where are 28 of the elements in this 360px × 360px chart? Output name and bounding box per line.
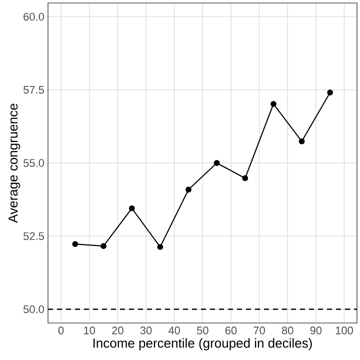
point (327, 90, 334, 96)
x-tick-label: 90 (310, 326, 322, 334)
x-tick-label: 70 (254, 326, 265, 334)
point (242, 175, 248, 182)
x-axis-title: Income percentile (grouped in deciles) (94, 338, 312, 350)
point (72, 241, 78, 247)
x-tick-label: 40 (168, 326, 180, 334)
x-tick-label: 50 (196, 326, 208, 334)
x-tick-label: 30 (140, 326, 152, 334)
point (186, 186, 192, 193)
point (100, 243, 106, 250)
y-tick-label: 60.0 (24, 12, 44, 21)
x-tick-label: 60 (225, 326, 237, 334)
x-tick-label: 100 (336, 326, 353, 334)
x-tick-label: 10 (84, 326, 96, 334)
point (214, 160, 220, 166)
point (128, 205, 135, 212)
point (270, 100, 276, 107)
y-axis-title: Average congruence (8, 104, 20, 223)
y-tick-label: 50.0 (23, 305, 44, 314)
point (298, 138, 305, 144)
point (157, 244, 164, 250)
x-tick-label: 80 (282, 326, 294, 334)
x-tick-label: 0 (58, 326, 64, 334)
x-tick-label: 20 (112, 326, 124, 334)
y-tick-label: 57.5 (23, 86, 44, 94)
y-tick-label: 52.5 (23, 232, 44, 240)
y-tick-label: 55.0 (23, 159, 44, 167)
